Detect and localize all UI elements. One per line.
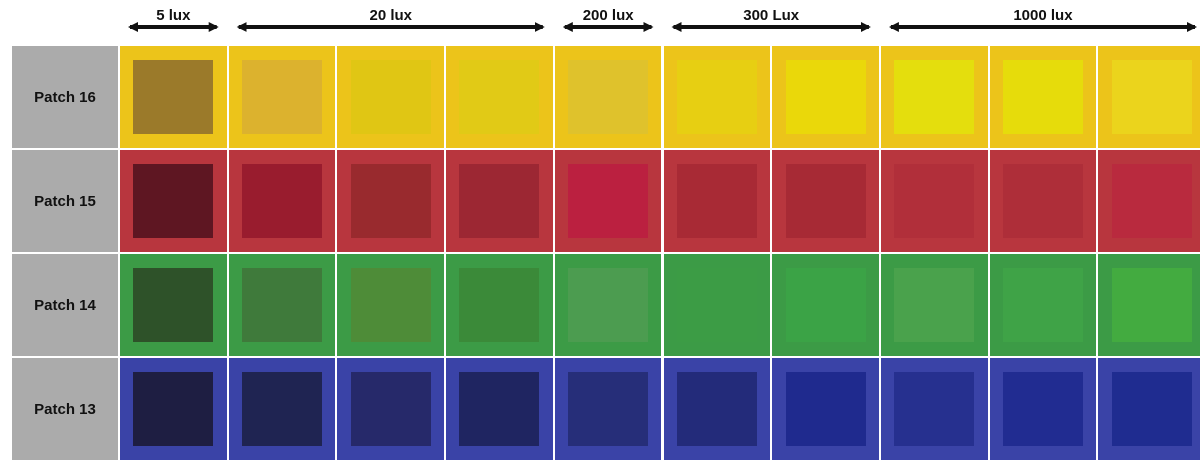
color-swatch (133, 164, 214, 238)
patch-cell (772, 254, 879, 356)
color-swatch (676, 164, 757, 238)
color-swatch (785, 60, 866, 134)
color-swatch (242, 268, 323, 342)
color-swatch (785, 372, 866, 446)
color-swatch (1002, 268, 1083, 342)
patch-cell (880, 358, 988, 460)
color-swatch (459, 60, 540, 134)
patch-cell (772, 358, 879, 460)
row-label: Patch 16 (12, 46, 118, 148)
patch-cell (772, 150, 879, 252)
color-swatch (350, 372, 431, 446)
patch-cell (989, 46, 1097, 148)
color-swatch (568, 268, 649, 342)
patch-cell (663, 358, 771, 460)
lux-range-label: 200 lux (583, 7, 635, 24)
patch-cell (554, 358, 662, 460)
patch-cell (880, 46, 988, 148)
patch-cell (120, 358, 227, 460)
patch-cell (120, 150, 227, 252)
patch-cell (1098, 46, 1200, 148)
color-swatch (133, 268, 214, 342)
patch-cell (663, 150, 771, 252)
color-swatch (894, 164, 975, 238)
patch-cell (446, 254, 553, 356)
lux-range-label: 20 lux (369, 7, 412, 24)
patch-cell (120, 46, 227, 148)
patch-cell (663, 46, 771, 148)
patch-cell (554, 46, 662, 148)
patch-cell (446, 358, 553, 460)
color-swatch (676, 268, 757, 342)
patch-cell (554, 254, 662, 356)
patch-cell (228, 46, 336, 148)
color-swatch (676, 60, 757, 134)
color-swatch (568, 164, 649, 238)
patch-cell (228, 358, 336, 460)
color-swatch (1111, 372, 1192, 446)
patch-cell (228, 254, 336, 356)
patch-cell (989, 358, 1097, 460)
patch-cell (554, 150, 662, 252)
color-swatch (242, 164, 323, 238)
color-swatch (459, 372, 540, 446)
patch-cell (337, 150, 445, 252)
color-swatch (459, 268, 540, 342)
lux-range-label: 5 lux (156, 7, 191, 24)
color-swatch (350, 268, 431, 342)
patch-cell (1098, 358, 1200, 460)
patch-cell (446, 46, 553, 148)
patch-cell (337, 358, 445, 460)
row-label: Patch 14 (12, 254, 118, 356)
color-swatch (133, 372, 214, 446)
color-swatch (1002, 164, 1083, 238)
color-swatch (350, 60, 431, 134)
color-swatch (894, 268, 975, 342)
color-swatch (568, 60, 649, 134)
patch-cell (989, 150, 1097, 252)
color-swatch (242, 60, 323, 134)
lux-header: 5 lux 20 lux 200 lux 300 Lux 1000 lux (128, 7, 1197, 32)
color-swatch (1111, 164, 1192, 238)
color-swatch (133, 60, 214, 134)
color-swatch (459, 164, 540, 238)
color-swatch (676, 372, 757, 446)
patch-cell (337, 46, 445, 148)
row-label: Patch 15 (12, 150, 118, 252)
color-swatch (785, 164, 866, 238)
lux-range-label: 1000 lux (1013, 7, 1073, 24)
row-label: Patch 13 (12, 358, 118, 460)
color-swatch (1002, 372, 1083, 446)
patch-cell (1098, 150, 1200, 252)
color-swatch (1111, 60, 1192, 134)
color-swatch (1002, 60, 1083, 134)
lux-range-label: 300 Lux (743, 7, 800, 24)
color-swatch (568, 372, 649, 446)
color-swatch (350, 164, 431, 238)
patch-cell (772, 46, 879, 148)
color-swatch (242, 372, 323, 446)
color-swatch (1111, 268, 1192, 342)
patch-cell (880, 254, 988, 356)
patch-cell (880, 150, 988, 252)
patch-cell (120, 254, 227, 356)
patch-cell (228, 150, 336, 252)
patch-cell (989, 254, 1097, 356)
color-swatch (785, 268, 866, 342)
patch-cell (1098, 254, 1200, 356)
color-swatch (894, 372, 975, 446)
patch-cell (337, 254, 445, 356)
patch-cell (446, 150, 553, 252)
color-swatch (894, 60, 975, 134)
patch-cell (663, 254, 771, 356)
